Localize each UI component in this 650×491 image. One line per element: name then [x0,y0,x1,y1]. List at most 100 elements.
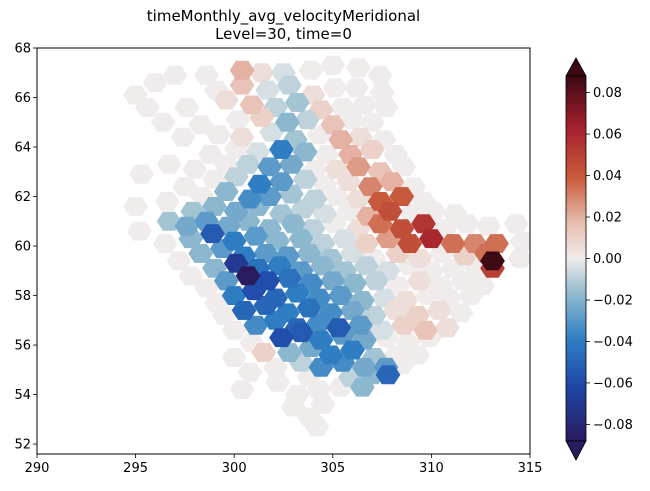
hex-cell [292,142,318,162]
hex-cell [231,300,257,320]
colorbar-tick-label: −0.08 [593,418,633,433]
hex-cell [458,286,484,306]
x-tick-label: 310 [419,461,444,476]
hex-cell [503,214,529,234]
hex-cell [251,343,277,362]
colorbar-tick-label: 0.00 [593,252,622,267]
hex-cell [156,154,182,174]
hex-cell [290,199,316,219]
hex-cell [397,234,423,253]
hex-cell [247,174,273,194]
hex-cell [174,216,200,236]
hex-cell [249,63,275,83]
hex-cell [318,345,344,365]
x-tick-label: 300 [222,461,247,476]
hex-cell [284,93,310,112]
hex-cell [162,65,188,85]
y-tick-label: 52 [14,438,31,453]
colorbar-gradient [565,75,587,442]
hex-cell [182,159,208,179]
hex-cell [221,320,247,340]
hex-cell [202,197,227,216]
hex-cell [346,58,371,78]
hex-cell [296,298,322,318]
hex-cell [150,112,176,132]
hex-cell [375,365,401,385]
hex-cell [476,216,501,236]
hex-cell [509,231,530,251]
colorbar-extend-bottom [565,440,587,461]
y-tick-label: 66 [14,91,31,106]
hex-cell [269,328,294,348]
y-tick-label: 68 [14,42,31,57]
y-tick-label: 64 [14,141,31,156]
hex-cell [346,157,371,177]
hex-cell [353,234,379,253]
hex-cell [373,98,399,117]
hex-cell [241,281,267,301]
hex-cell [129,164,154,184]
hex-cell [243,315,269,335]
hex-cell [269,140,294,159]
hex-cells [123,55,530,437]
hex-cell [350,377,375,397]
hex-cell [344,78,369,98]
hex-cell [391,315,417,335]
y-tick-label: 56 [14,339,31,354]
hex-cell [223,167,249,187]
hex-cell [170,127,196,147]
y-tick-label: 60 [14,240,31,255]
colorbar-tick-label: −0.02 [593,293,633,308]
hex-cell [292,169,318,189]
hex-cell [405,345,430,365]
hex-cell [265,372,290,392]
colorbar-tick-label: 0.06 [593,128,622,143]
hex-cell [367,65,393,85]
hex-cell [480,251,505,271]
hex-cell [200,224,225,244]
hex-cell [320,55,346,75]
colorbar-ticks: 0.08 0.06 0.04 0.02 0.00 −0.02 −0.04 −0.06 −0.08 [586,86,633,433]
hex-cell [340,340,365,360]
hex-cell [312,204,338,224]
hex-cell [127,221,152,241]
hex-cell [359,140,385,159]
hex-cell [154,192,180,211]
hex-cell [174,98,200,117]
hex-cell [369,320,395,340]
x-tick-label: 305 [320,461,345,476]
hex-cell [413,320,438,340]
hex-cell [407,249,432,268]
hex-cell [407,271,432,291]
hex-cell [322,78,348,98]
hex-cell [142,73,168,93]
hex-cell [298,60,324,80]
hex-cell [152,234,178,253]
hex-cell [235,266,261,286]
y-tick-label: 62 [14,190,31,205]
y-tick-label: 58 [14,289,31,304]
x-tick-label: 295 [123,461,148,476]
colorbar-tick-label: 0.04 [593,169,622,184]
hex-cell [213,90,239,110]
hex-cell [419,229,444,249]
hex-cell [239,95,265,115]
hex-cell [326,318,352,338]
colorbar-tick-label: 0.08 [593,86,622,101]
hex-cell [391,157,417,177]
hex-cell [229,60,255,80]
hex-cell [389,187,415,206]
hex-cell [229,127,255,147]
hex-cell [310,394,336,414]
hex-cell [255,80,281,100]
colorbar-tick-label: −0.04 [593,335,633,350]
colorbar-extend-top [565,57,587,77]
hex-cell [277,343,302,362]
x-tick-label: 290 [25,461,50,476]
hex-cell [123,197,148,216]
hex-cell [135,98,160,117]
x-tick-label: 315 [518,461,543,476]
colorbar [565,57,587,461]
hex-cell [229,380,255,400]
